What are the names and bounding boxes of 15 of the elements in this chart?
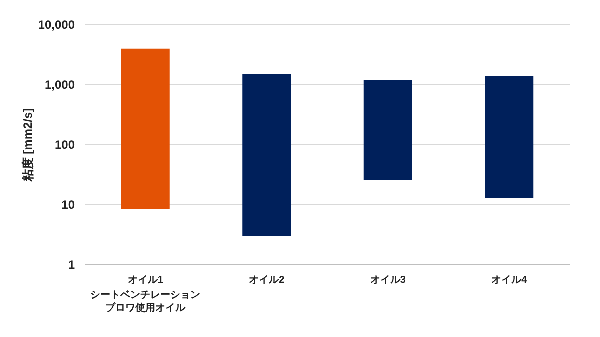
y-tick-label: 10 (62, 198, 76, 212)
bar (485, 76, 534, 198)
bar (242, 74, 292, 236)
x-tick-label: オイル1 (128, 275, 164, 286)
y-tick-label: 1 (68, 258, 76, 272)
x-tick-label: オイル3 (370, 275, 406, 286)
y-tick-label: 10,000 (38, 18, 76, 32)
y-tick-label: 100 (54, 138, 76, 152)
bar (121, 48, 170, 210)
bar (364, 80, 412, 180)
y-axis-title: 粘度 [mm2/s] (21, 108, 35, 183)
y-tick-label: 1,000 (44, 78, 76, 92)
x-tick-label: オイル2 (249, 275, 286, 286)
x-tick-label: オイル4 (492, 275, 528, 286)
text: シートベンチレーションブロワ使用オイル (90, 289, 201, 315)
